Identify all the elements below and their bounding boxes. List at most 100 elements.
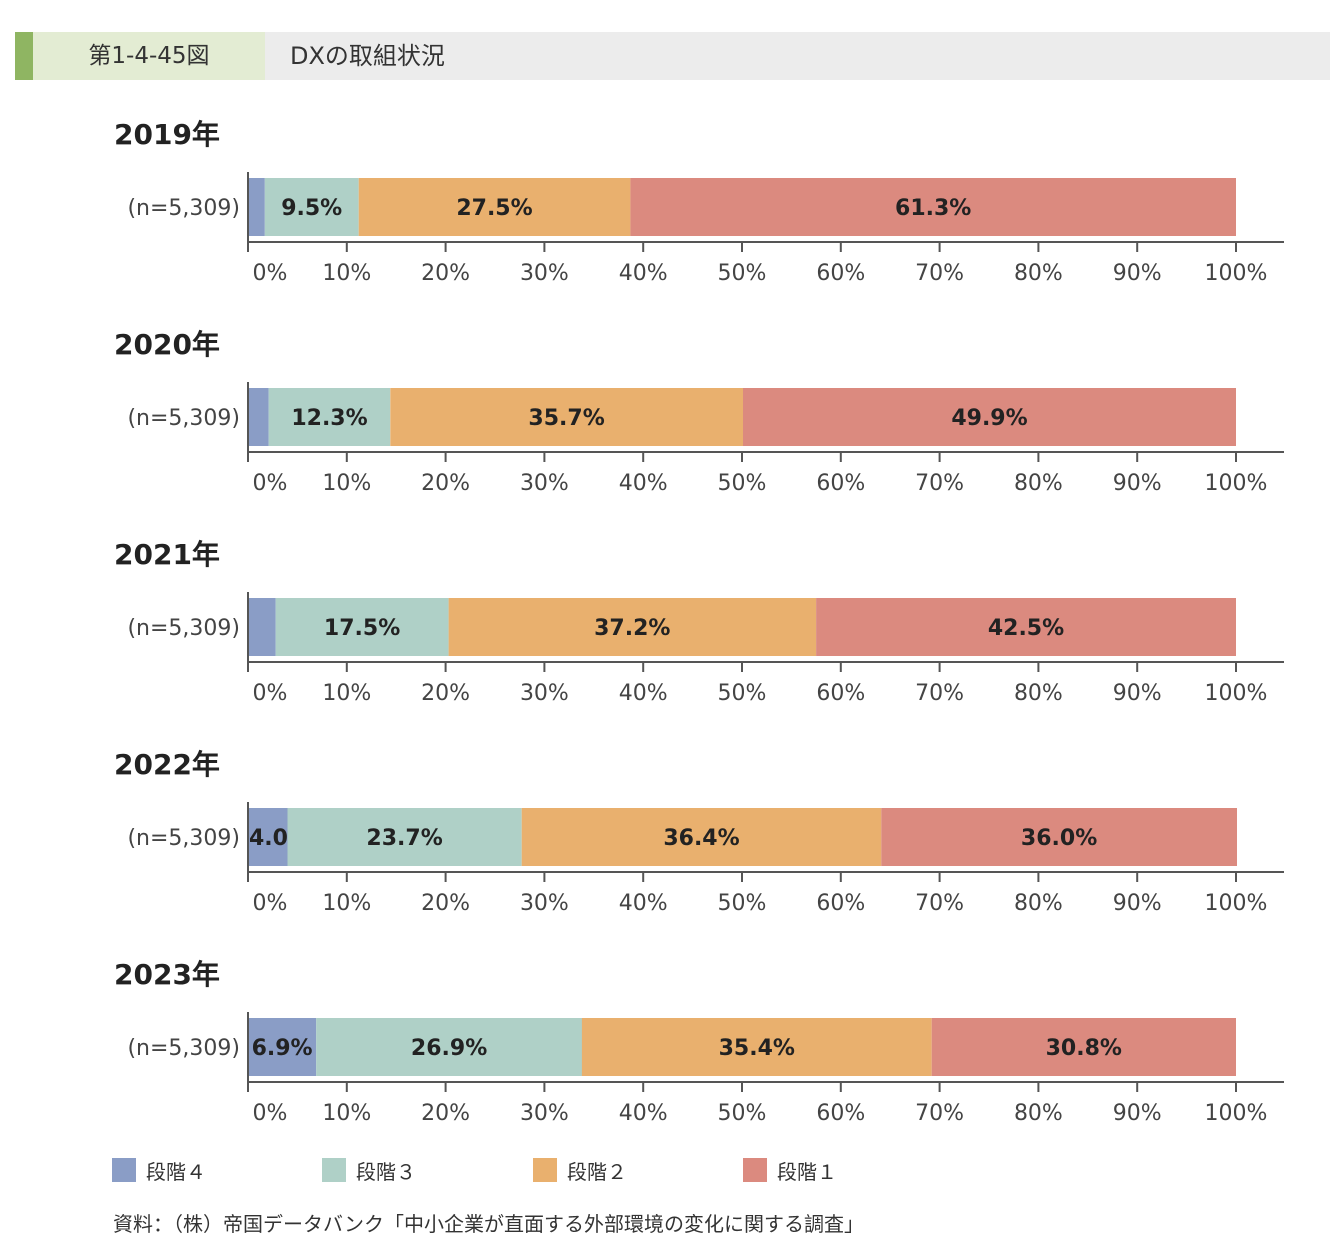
figure-header: 第1-4-45図 DXの取組状況 (15, 32, 1330, 80)
x-tick-label: 100% (1205, 261, 1268, 286)
data-label: 35.7% (528, 406, 604, 431)
data-label: 37.2% (594, 616, 670, 641)
x-tick-label: 100% (1205, 891, 1268, 916)
x-tick-label: 10% (322, 681, 371, 706)
source-note: 資料：（株）帝国データバンク「中小企業が直面する外部環境の変化に関する調査」 (113, 1212, 864, 1236)
legend-swatch (743, 1158, 767, 1182)
panel-n-label: (n=5,309) (127, 196, 240, 221)
x-tick-label: 10% (322, 261, 371, 286)
data-label: 12.3% (291, 406, 367, 431)
x-tick-label: 40% (619, 261, 668, 286)
bar-segment-段階3 (268, 388, 391, 446)
panel-year-label: 2023年 (114, 958, 220, 991)
panel-n-label: (n=5,309) (127, 616, 240, 641)
bar-segment-段階4 (248, 388, 269, 446)
header-accent-bar (15, 32, 33, 80)
x-tick-label: 30% (520, 681, 569, 706)
bar-segment-段階3 (316, 1018, 582, 1076)
x-tick-label: 50% (718, 1101, 767, 1126)
x-tick-label: 60% (816, 471, 865, 496)
x-tick-label: 100% (1205, 471, 1268, 496)
x-tick-label: 40% (619, 471, 668, 496)
x-tick-label: 80% (1014, 261, 1063, 286)
x-tick-label: 70% (915, 681, 964, 706)
x-tick-label: 90% (1113, 1101, 1162, 1126)
x-tick-label: 50% (718, 471, 767, 496)
legend-label: 段階３ (356, 1159, 416, 1184)
x-tick-label: 30% (520, 1101, 569, 1126)
x-tick-label: 30% (520, 261, 569, 286)
panel-year-label: 2022年 (114, 748, 220, 781)
bar-segment-段階1 (881, 808, 1237, 866)
bar-segment-段階1 (931, 1018, 1236, 1076)
bar-segment-段階1 (743, 388, 1236, 446)
panel-year-label: 2019年 (114, 118, 220, 151)
data-label: 30.8% (1046, 1036, 1122, 1061)
x-tick-label: 60% (816, 681, 865, 706)
legend-label: 段階２ (567, 1159, 627, 1184)
data-label: 9.5% (281, 196, 342, 221)
x-tick-label: 20% (421, 471, 470, 496)
legend-swatch (112, 1158, 136, 1182)
bar-segment-段階1 (816, 598, 1236, 656)
x-tick-label: 80% (1014, 1101, 1063, 1126)
legend-item: 段階４ (112, 1155, 206, 1185)
bar-segment-段階4 (248, 178, 265, 236)
panel-year-label: 2021年 (114, 538, 220, 571)
x-tick-label: 60% (816, 891, 865, 916)
legend-swatch (533, 1158, 557, 1182)
x-tick-label: 0% (253, 1101, 288, 1126)
bar-segment-段階2 (390, 388, 743, 446)
x-tick-label: 100% (1205, 1101, 1268, 1126)
x-tick-label: 50% (718, 261, 767, 286)
legend-label: 段階４ (146, 1159, 206, 1184)
x-tick-label: 20% (421, 261, 470, 286)
x-tick-label: 40% (619, 891, 668, 916)
bar-segment-段階4 (248, 808, 288, 866)
x-tick-label: 0% (253, 891, 288, 916)
panel-n-label: (n=5,309) (127, 406, 240, 431)
x-tick-label: 80% (1014, 891, 1063, 916)
x-tick-label: 40% (619, 681, 668, 706)
legend-item: 段階３ (322, 1155, 416, 1185)
panel-n-label: (n=5,309) (127, 1036, 240, 1061)
x-tick-label: 40% (619, 1101, 668, 1126)
bar-segment-段階3 (264, 178, 359, 236)
data-label: 17.5% (324, 616, 400, 641)
stacked-bar-chart: 2019年 (n=5,309) 9.5% 27.5% 61.3% 0% 10% 20% 30% 4… (114, 118, 1284, 1126)
x-tick-label: 30% (520, 471, 569, 496)
x-tick-label: 80% (1014, 681, 1063, 706)
legend-swatch (322, 1158, 346, 1182)
x-tick-label: 10% (322, 471, 371, 496)
x-tick-label: 50% (718, 891, 767, 916)
x-tick-label: 70% (915, 261, 964, 286)
x-tick-label: 100% (1205, 681, 1268, 706)
figure-number: 第1-4-45図 (33, 32, 265, 80)
x-tick-label: 70% (915, 471, 964, 496)
x-tick-label: 60% (816, 261, 865, 286)
bar-segment-段階2 (521, 808, 882, 866)
data-label: 36.4% (663, 826, 739, 851)
figure-title: DXの取組状況 (290, 42, 445, 70)
x-tick-label: 90% (1113, 471, 1162, 496)
legend-item: 段階２ (533, 1155, 627, 1185)
x-tick-label: 20% (421, 681, 470, 706)
data-label: 35.4% (719, 1036, 795, 1061)
x-tick-label: 0% (253, 471, 288, 496)
x-tick-label: 10% (322, 1101, 371, 1126)
x-tick-label: 90% (1113, 891, 1162, 916)
bar-segment-段階2 (358, 178, 631, 236)
bar-segment-段階4 (248, 598, 276, 656)
chart-legend: 段階４ 段階３ 段階２ 段階１ (112, 1155, 1112, 1185)
x-tick-label: 20% (421, 1101, 470, 1126)
bar-segment-段階2 (448, 598, 817, 656)
x-tick-label: 80% (1014, 471, 1063, 496)
bar-segment-段階4 (248, 1018, 317, 1076)
bar-segment-段階3 (287, 808, 522, 866)
data-label: 26.9% (411, 1036, 487, 1061)
panel-year-label: 2020年 (114, 328, 220, 361)
legend-item: 段階１ (743, 1155, 837, 1185)
bar-segment-段階2 (581, 1018, 932, 1076)
panel-n-label: (n=5,309) (127, 826, 240, 851)
x-tick-label: 0% (253, 261, 288, 286)
